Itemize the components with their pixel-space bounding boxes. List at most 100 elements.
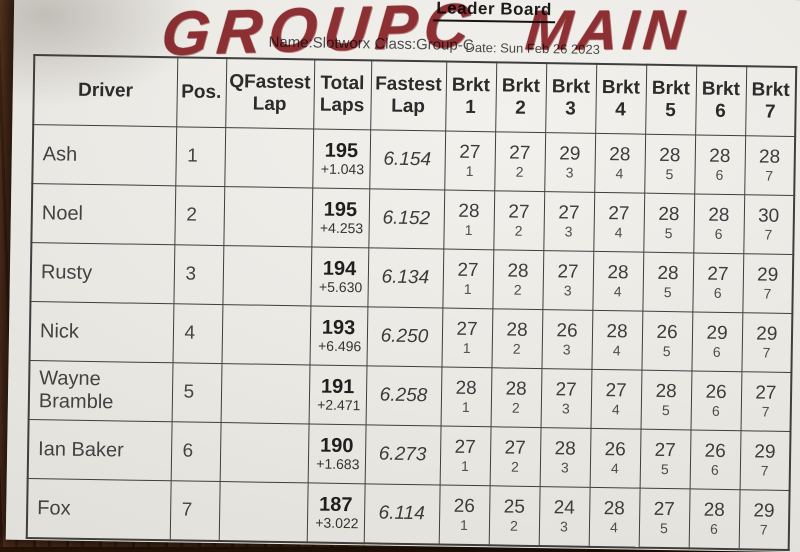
bracket-number: 7 — [765, 167, 774, 184]
bracket-laps: 28 — [703, 500, 725, 522]
bracket-cell: 27 1 — [441, 308, 493, 368]
bracket-laps: 26 — [705, 382, 727, 404]
bracket-number: 1 — [461, 399, 470, 416]
doc-meta-date: Date: Sun Feb 26 2023 — [465, 39, 601, 57]
bracket-number: 2 — [510, 458, 519, 475]
bracket-cell: 29 7 — [741, 312, 793, 373]
bracket-cell: 28 4 — [588, 487, 640, 548]
bracket-number: 3 — [560, 459, 569, 476]
bracket-cell: 26 5 — [641, 311, 693, 371]
bracket-laps: 29 — [559, 143, 581, 166]
bracket-number: 2 — [515, 163, 524, 180]
table-body: Ash 1 195 +1.043 6.154 27 1 27 2 29 3 28 4 28 5 28 6 28 7 N… — [26, 124, 796, 550]
bracket-number: 7 — [761, 403, 770, 420]
total-laps-gap: +1.043 — [320, 160, 365, 178]
bracket-number: 2 — [513, 281, 522, 298]
bracket-cell: 28 5 — [642, 252, 694, 312]
bracket-cell: 26 3 — [541, 309, 593, 370]
bracket-number: 7 — [763, 285, 772, 302]
col-header-driver: Driver — [33, 55, 178, 127]
bracket-number: 3 — [562, 341, 571, 358]
total-laps-cell: 193 +6.496 — [309, 305, 368, 366]
total-laps-value: 194 — [322, 257, 357, 281]
bracket-cell: 27 4 — [593, 192, 645, 253]
bracket-number: 6 — [715, 167, 724, 184]
driver-name-cell: Wayne Bramble — [28, 360, 173, 422]
bracket-cell: 28 1 — [440, 367, 492, 427]
fastest-lap-cell: 6.154 — [369, 129, 446, 191]
bracket-cell: 27 1 — [442, 249, 494, 309]
bracket-number: 1 — [460, 458, 469, 475]
bracket-laps: 27 — [454, 437, 476, 459]
qfastest-lap-cell — [222, 245, 312, 306]
bracket-number: 1 — [465, 163, 474, 180]
bracket-cell: 28 4 — [591, 310, 643, 371]
bracket-number: 2 — [509, 517, 519, 534]
total-laps-gap: +4.253 — [319, 219, 364, 237]
bracket-number: 1 — [463, 281, 472, 298]
bracket-laps: 27 — [755, 382, 777, 405]
bracket-cell: 27 2 — [494, 131, 546, 192]
bracket-number: 7 — [760, 462, 769, 479]
bracket-number: 3 — [559, 518, 569, 535]
bracket-cell: 28 6 — [688, 488, 740, 550]
bracket-cell: 27 1 — [439, 425, 491, 486]
col-header-fastest-lap: Fastest Lap — [370, 60, 447, 132]
total-laps-gap: +2.471 — [317, 396, 361, 414]
bracket-laps: 26 — [453, 496, 476, 518]
bracket-number: 3 — [563, 282, 572, 299]
fastest-lap-cell: 6.258 — [365, 365, 442, 426]
bracket-number: 4 — [613, 283, 622, 300]
bracket-cell: 28 2 — [490, 367, 542, 428]
total-laps-cell: 195 +4.253 — [311, 187, 370, 248]
fastest-lap-cell: 6.250 — [366, 306, 443, 368]
bracket-laps: 27 — [504, 437, 526, 460]
bracket-number: 4 — [610, 460, 619, 477]
qfastest-lap-cell — [220, 363, 310, 424]
fastest-lap-cell: 6.134 — [367, 247, 444, 309]
bracket-number: 7 — [764, 226, 773, 243]
bracket-laps: 29 — [756, 323, 778, 346]
bracket-laps: 26 — [556, 320, 578, 343]
total-laps-value: 193 — [321, 316, 356, 340]
bracket-laps: 27 — [608, 203, 630, 225]
col-header-brkt-5: Brkt 5 — [645, 64, 697, 135]
qfastest-lap-cell — [218, 481, 308, 543]
bracket-cell: 24 3 — [538, 486, 590, 547]
bracket-cell: 28 2 — [491, 308, 543, 369]
bracket-laps: 27 — [459, 142, 481, 164]
total-laps-cell: 190 +1.683 — [307, 423, 366, 484]
position-cell: 1 — [175, 126, 226, 187]
bracket-number: 7 — [762, 344, 771, 361]
total-laps-cell: 195 +1.043 — [312, 128, 371, 189]
bracket-number: 5 — [665, 166, 674, 183]
bracket-number: 2 — [511, 399, 520, 416]
bracket-cell: 27 6 — [692, 252, 744, 313]
bracket-laps: 26 — [656, 322, 678, 344]
bracket-number: 2 — [512, 340, 521, 357]
col-header-qfastest-lap: QFastest Lap — [225, 58, 315, 129]
bracket-laps: 28 — [603, 498, 625, 520]
bracket-cell: 27 7 — [740, 371, 792, 432]
bracket-number: 1 — [462, 340, 471, 357]
bracket-laps: 28 — [655, 381, 677, 403]
bracket-cell: 27 3 — [540, 368, 592, 429]
bracket-laps: 29 — [756, 264, 779, 287]
total-laps-cell: 187 +3.022 — [306, 482, 365, 544]
bracket-cell: 25 2 — [488, 485, 540, 547]
bracket-cell: 27 5 — [639, 429, 691, 489]
bracket-laps: 29 — [753, 500, 775, 523]
bracket-cell: 28 5 — [644, 134, 696, 194]
bracket-number: 6 — [714, 226, 723, 243]
bracket-number: 6 — [713, 284, 722, 302]
bracket-laps: 27 — [557, 261, 579, 284]
position-cell: 3 — [173, 244, 224, 305]
bracket-cell: 30 7 — [743, 194, 795, 255]
total-laps-value: 190 — [319, 434, 354, 458]
bracket-cell: 29 3 — [544, 132, 596, 193]
bracket-number: 4 — [609, 519, 618, 536]
bracket-laps: 28 — [708, 205, 730, 227]
bracket-laps: 28 — [609, 144, 631, 166]
bracket-laps: 30 — [757, 205, 780, 228]
bracket-number: 3 — [565, 164, 574, 181]
